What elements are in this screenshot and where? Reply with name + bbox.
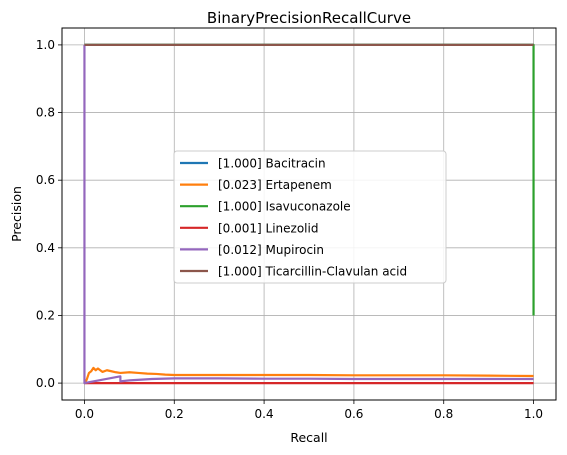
legend-label: [1.000] Bacitracin: [218, 157, 326, 171]
legend-label: [1.000] Isavuconazole: [218, 200, 351, 214]
y-tick-label: 1.0: [36, 38, 55, 52]
y-tick-label: 0.4: [36, 241, 55, 255]
x-tick-label: 0.4: [255, 407, 274, 421]
y-tick-label: 0.2: [36, 308, 55, 322]
legend-label: [0.001] Linezolid: [218, 221, 318, 235]
x-tick-label: 0.0: [75, 407, 94, 421]
legend-label: [1.000] Ticarcillin-Clavulan acid: [218, 265, 407, 279]
axes-frame: [61, 27, 557, 401]
tick-marks: 0.0 0.2 0.4 0.6 0.8 1.0 0.0 0.2 0.4 0.6 0.8 1.0: [36, 38, 543, 421]
x-tick-label: 0.8: [434, 407, 453, 421]
series-lines: [83, 43, 535, 385]
series-line-1: [83, 366, 534, 384]
x-tick-label: 0.6: [344, 407, 363, 421]
y-tick-label: 0.6: [36, 173, 55, 187]
y-tick-label: 0.0: [36, 376, 55, 390]
series-line-4: [83, 44, 534, 385]
x-axis-label: Recall: [290, 430, 327, 445]
legend: [1.000] Bacitracin [0.023] Ertapenem [1.00…: [173, 150, 447, 284]
y-axis-label: Precision: [9, 186, 24, 242]
x-tick-label: 0.2: [165, 407, 184, 421]
chart-title: BinaryPrecisionRecallCurve: [207, 9, 411, 27]
y-tick-label: 0.8: [36, 106, 55, 120]
x-tick-label: 1.0: [524, 407, 543, 421]
legend-box: [173, 150, 447, 284]
legend-label: [0.012] Mupirocin: [218, 243, 324, 257]
legend-label: [0.023] Ertapenem: [218, 178, 332, 192]
